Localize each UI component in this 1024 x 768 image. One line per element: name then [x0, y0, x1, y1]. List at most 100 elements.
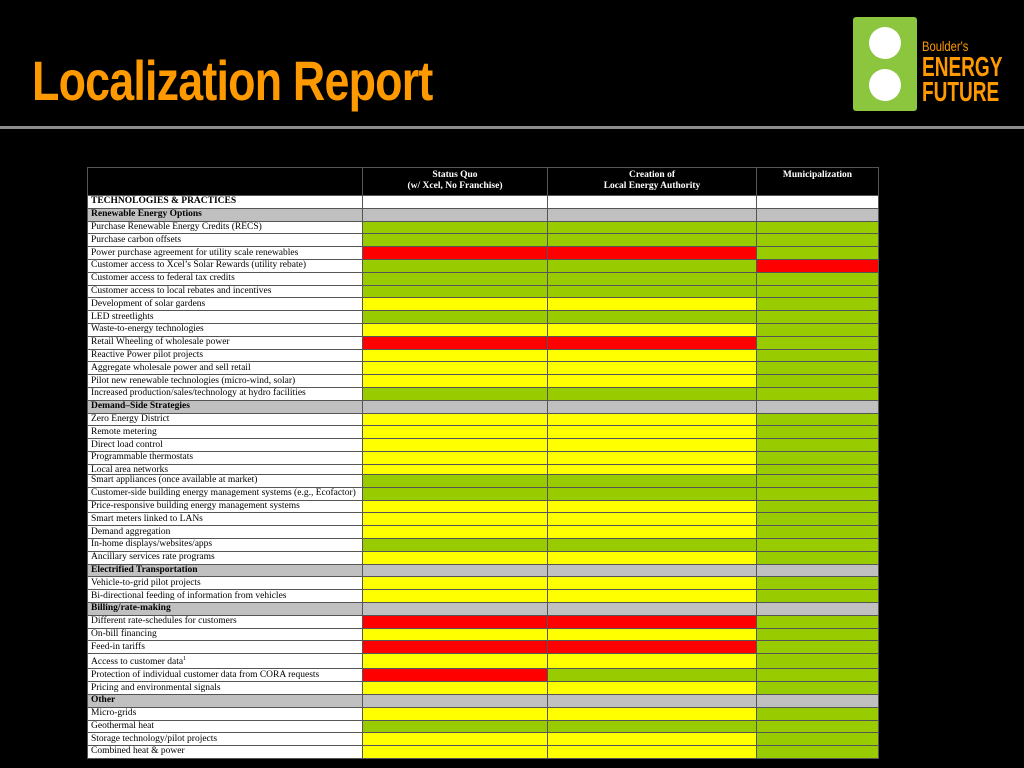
status-cell: [547, 348, 757, 363]
label-text: Smart appliances (once available at mark…: [91, 475, 258, 486]
row: LED streetlights: [87, 310, 879, 324]
row-label: Pricing and environmental signals: [87, 681, 363, 695]
row-label: Pilot new renewable technologies (micro-…: [87, 374, 363, 388]
status-cell: [756, 322, 879, 337]
row: Programmable thermostats: [87, 450, 879, 465]
row: Bi-directional feeding of information fr…: [87, 589, 879, 603]
status-cell: [362, 681, 548, 695]
label-text: Price-responsive building energy managem…: [91, 500, 300, 511]
logo-line: ENERGY: [922, 51, 1003, 82]
label-text: Access to customer data: [91, 657, 184, 668]
status-cell: [362, 195, 548, 209]
status-cell: [547, 601, 757, 616]
row-label: TECHNOLOGIES & PRACTICES: [87, 195, 363, 209]
row: Protection of individual customer data f…: [87, 668, 879, 683]
row-label: Waste-to-energy technologies: [87, 322, 363, 337]
status-cell: [756, 537, 879, 552]
status-cell: [547, 425, 757, 440]
row: Ancillary services rate programs: [87, 550, 879, 565]
status-cell: [547, 207, 757, 222]
row-label: Electrified Transportation: [87, 563, 363, 578]
row: Other: [87, 693, 879, 708]
row-label: Purchase Renewable Energy Credits (RECS): [87, 220, 363, 235]
status-cell: [547, 550, 757, 565]
status-cell: [547, 668, 757, 683]
status-cell: [547, 374, 757, 388]
title: Localization Report: [32, 49, 433, 112]
status-cell: [362, 233, 548, 248]
label-text: Local area networks: [91, 465, 169, 476]
status-cell: [756, 271, 879, 286]
row: Micro-grids: [87, 706, 879, 721]
row-label: Customer access to federal tax credits: [87, 271, 363, 286]
status-cell: [756, 668, 879, 683]
status-cell: [547, 627, 757, 642]
row: Geothermal heat: [87, 719, 879, 734]
status-cell: [362, 576, 548, 591]
header-line: Status Quo: [432, 170, 478, 180]
row: Purchase carbon offsets: [87, 233, 879, 248]
status-cell: [362, 668, 548, 683]
row: Pricing and environmental signals: [87, 681, 879, 695]
label-text: Demand–Side Strategies: [91, 401, 190, 412]
row: Feed-in tariffs: [87, 640, 879, 655]
status-cell: [547, 614, 757, 629]
status-cell: [547, 284, 757, 299]
label-text: In-home displays/websites/apps: [91, 539, 213, 550]
logo-line: Boulder's: [922, 38, 969, 54]
label-text: Renewable Energy Options: [91, 209, 202, 220]
status-cell: [362, 374, 548, 388]
status-cell: [362, 271, 548, 286]
status-cell: [362, 297, 548, 312]
label-text: TECHNOLOGIES & PRACTICES: [91, 196, 237, 207]
label-text: Vehicle-to-grid pilot projects: [91, 577, 201, 588]
row: Vehicle-to-grid pilot projects: [87, 576, 879, 591]
header-line: Creation of: [629, 170, 675, 180]
status-cell: [756, 258, 879, 273]
status-cell: [756, 412, 879, 427]
label-text: Protection of individual customer data f…: [91, 669, 320, 680]
label-text: On-bill financing: [91, 628, 157, 639]
row-label: Customer access to local rebates and inc…: [87, 284, 363, 299]
row-label: Combined heat & power: [87, 745, 363, 759]
label-text: Pilot new renewable technologies (micro-…: [91, 375, 296, 386]
row: Direct load control: [87, 438, 879, 452]
status-cell: [362, 563, 548, 578]
label-text: Increased production/sales/technology at…: [91, 388, 306, 399]
logo-line: FUTURE: [922, 76, 1000, 107]
status-cell: [756, 653, 879, 670]
row-label: Remote metering: [87, 425, 363, 440]
label-text: Waste-to-energy technologies: [91, 324, 204, 335]
header-cell: [87, 167, 363, 196]
row: Combined heat & power: [87, 745, 879, 759]
status-cell: [756, 563, 879, 578]
status-cell: [547, 589, 757, 603]
status-cell: [547, 258, 757, 273]
outlet-face: [869, 69, 901, 101]
row-label: Retail Wheeling of wholesale power: [87, 335, 363, 350]
label-text: Remote metering: [91, 426, 157, 437]
row-label: Protection of individual customer data f…: [87, 668, 363, 683]
status-cell: [756, 195, 879, 209]
status-cell: [756, 450, 879, 465]
row-label: Other: [87, 693, 363, 708]
label-text: Power purchase agreement for utility sca…: [91, 247, 299, 258]
row: Zero Energy District: [87, 412, 879, 427]
status-cell: [362, 732, 548, 747]
label-text: Geothermal heat: [91, 720, 155, 731]
label-text: Direct load control: [91, 439, 163, 450]
label-text: Retail Wheeling of wholesale power: [91, 337, 230, 348]
label-text: Customer access to federal tax credits: [91, 273, 235, 284]
row-label: LED streetlights: [87, 310, 363, 324]
row-label: Demand–Side Strategies: [87, 399, 363, 414]
label-text: Aggregate wholesale power and sell retai…: [91, 362, 251, 373]
status-cell: [756, 719, 879, 734]
status-cell: [547, 361, 757, 376]
status-cell: [547, 474, 757, 488]
status-cell: [756, 681, 879, 695]
row: Retail Wheeling of wholesale power: [87, 335, 879, 350]
status-cell: [547, 297, 757, 312]
status-cell: [547, 681, 757, 695]
status-cell: [756, 614, 879, 629]
